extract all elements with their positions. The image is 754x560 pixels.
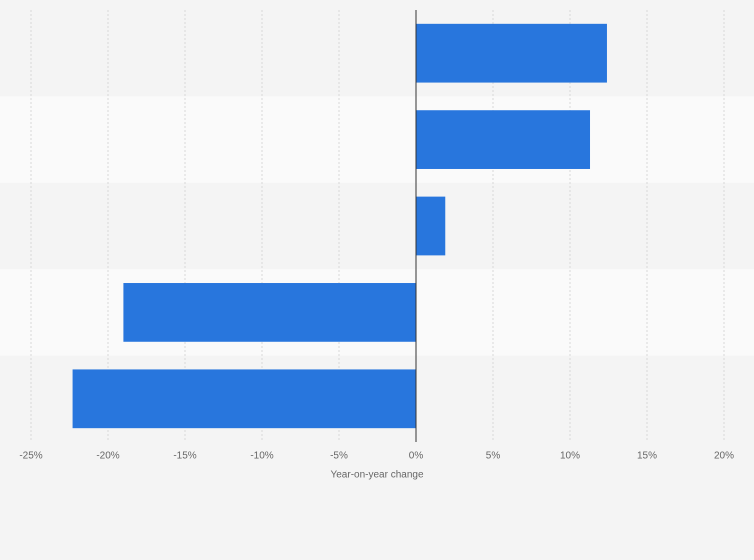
x-tick-label: -10%: [250, 451, 273, 462]
bar: [416, 110, 591, 169]
bar: [123, 283, 417, 342]
x-tick-label: -5%: [330, 451, 348, 462]
x-tick-label: -15%: [173, 451, 196, 462]
x-tick-label: 0%: [409, 451, 424, 462]
x-tick-label: 10%: [560, 451, 580, 462]
x-tick-label: -20%: [96, 451, 119, 462]
bar: [416, 23, 607, 83]
row-band: [0, 96, 754, 183]
bar: [72, 369, 416, 429]
x-tick-label: 5%: [486, 451, 501, 462]
x-tick-label: 20%: [714, 451, 734, 462]
bar: [416, 196, 446, 256]
x-tick-label: -25%: [19, 451, 42, 462]
x-tick-label: 15%: [637, 451, 657, 462]
x-axis-label: Year-on-year change: [330, 470, 423, 481]
